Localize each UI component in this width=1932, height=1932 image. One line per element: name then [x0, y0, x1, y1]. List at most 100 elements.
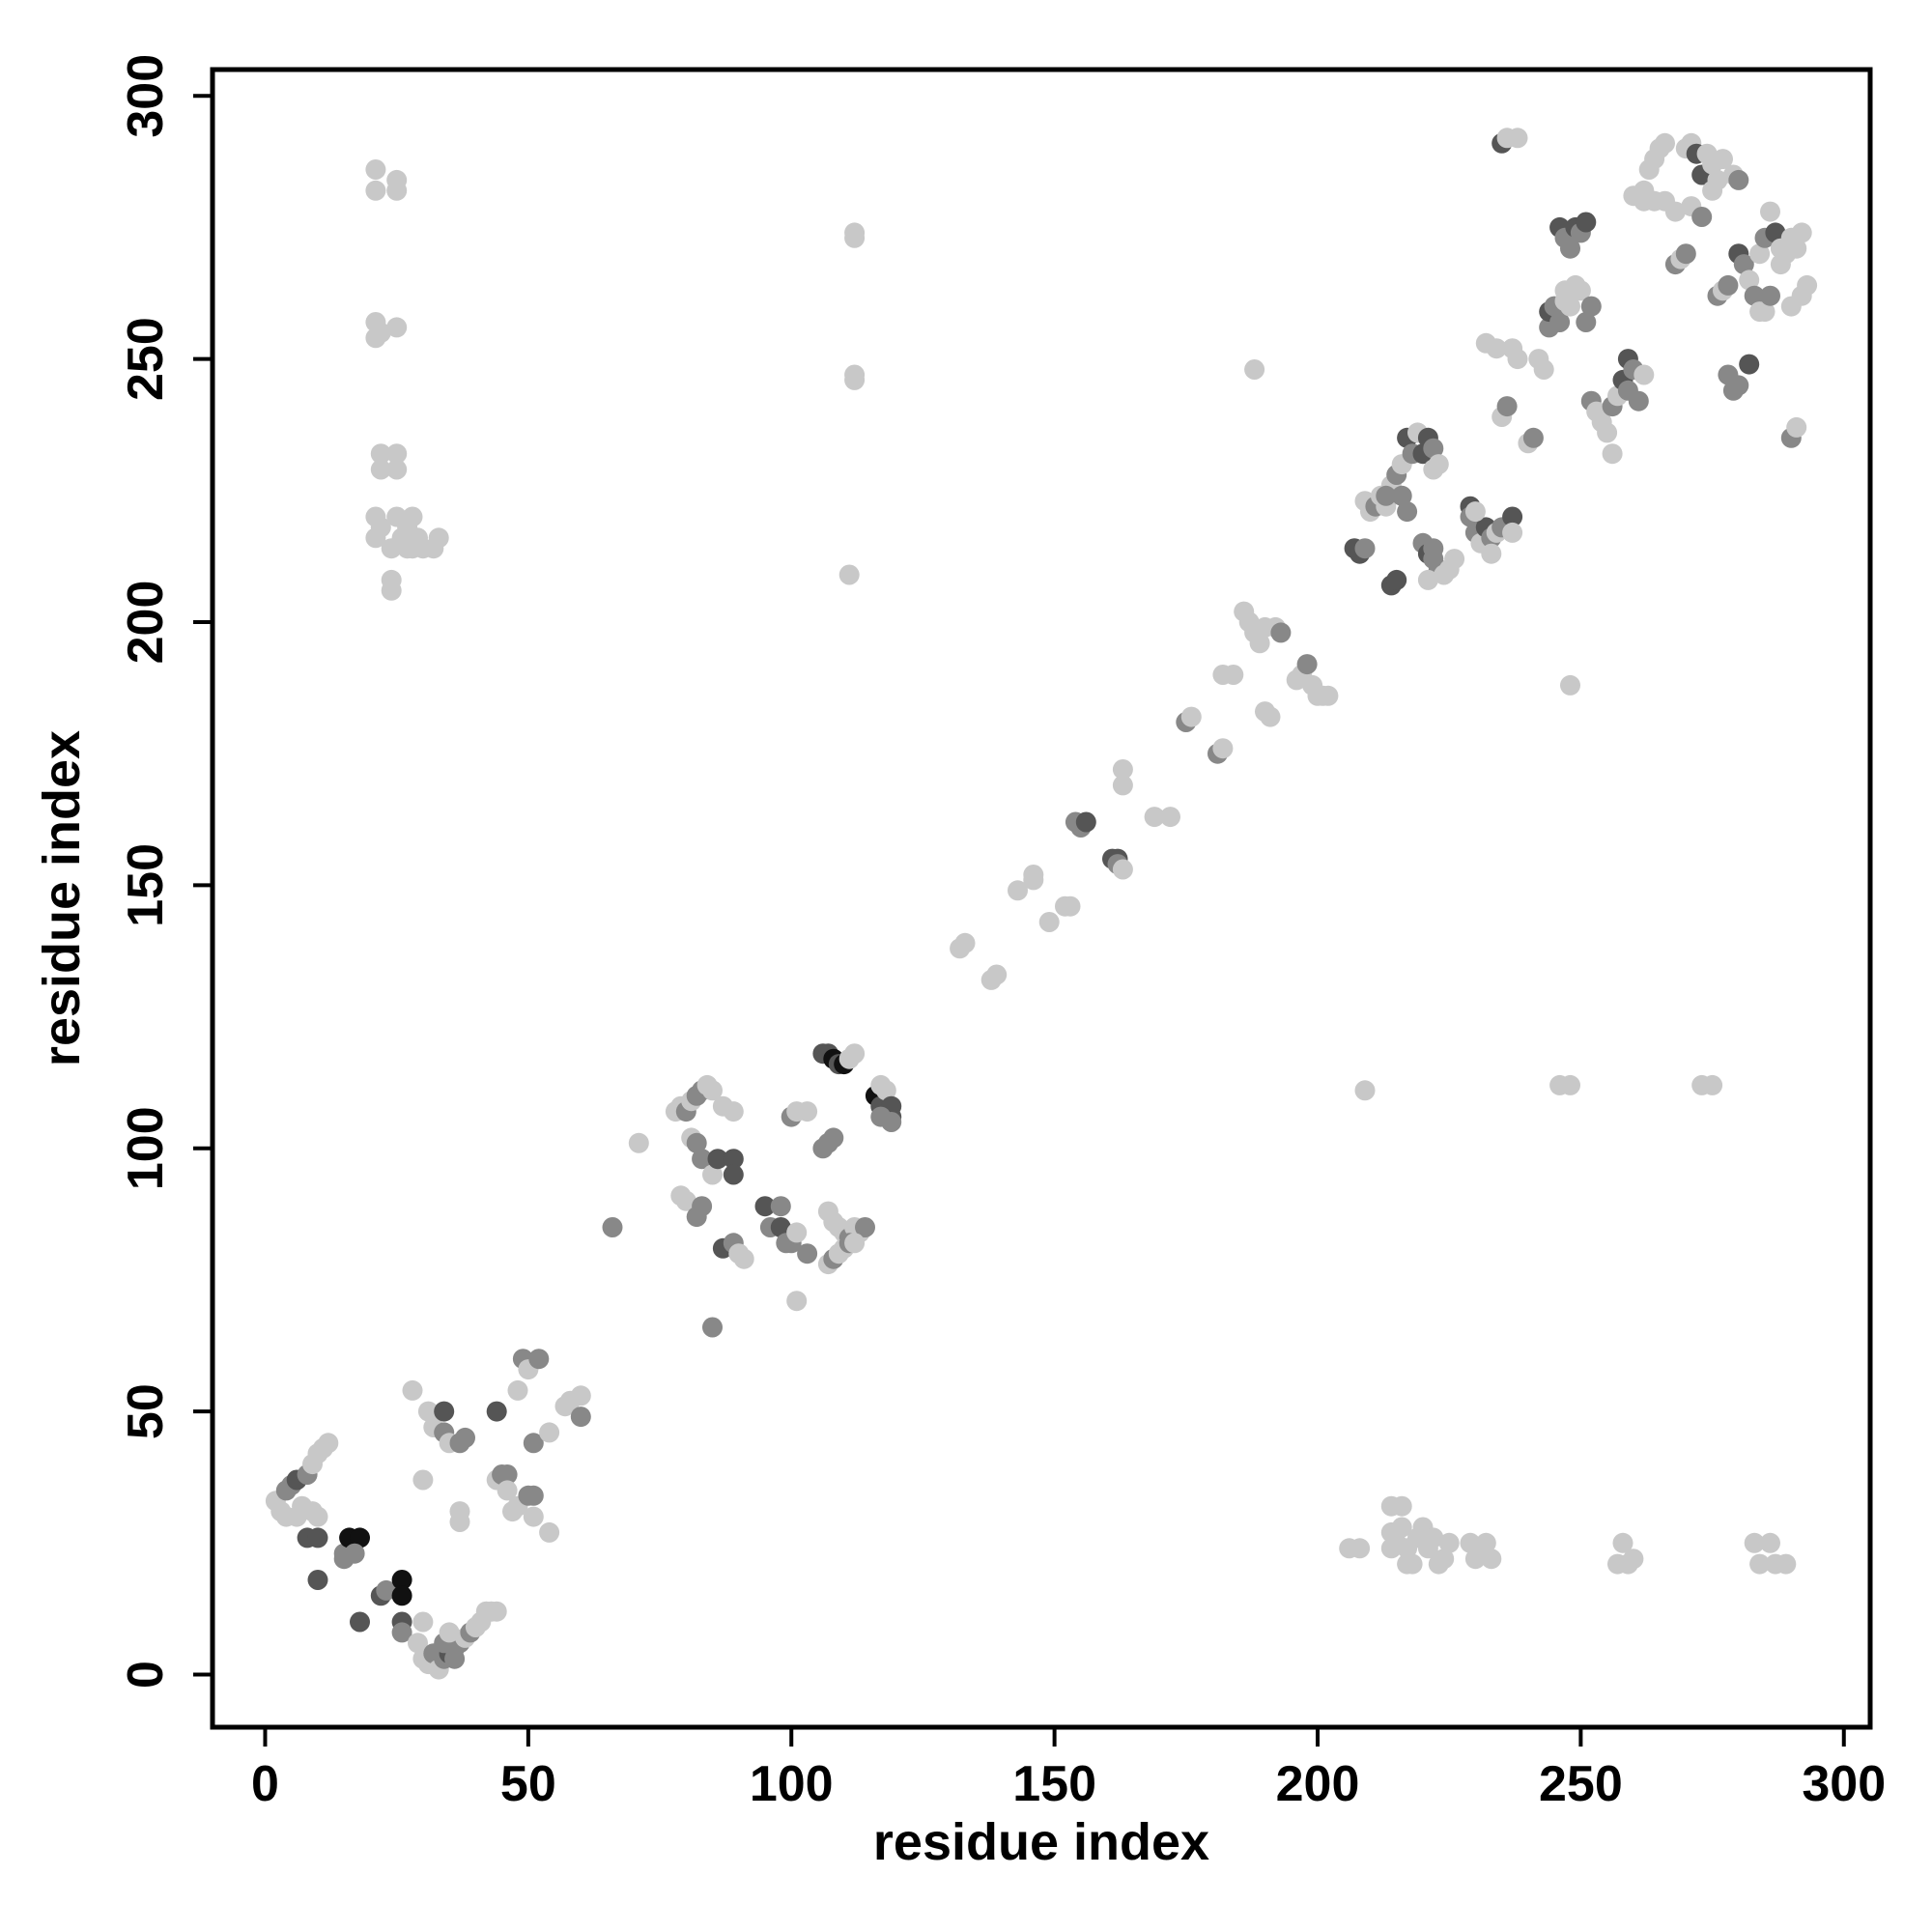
data-point-287 — [1533, 359, 1554, 380]
x-tick-label-5: 250 — [1539, 1756, 1623, 1812]
data-point-218 — [1249, 633, 1270, 654]
y-tick-label-5: 250 — [118, 317, 174, 401]
data-point-396 — [1464, 1548, 1486, 1570]
data-point-350 — [1744, 285, 1765, 306]
data-point-411 — [1776, 1553, 1797, 1575]
data-point-139 — [855, 1217, 875, 1237]
data-point-317 — [1576, 212, 1597, 233]
data-point-392 — [1438, 1532, 1460, 1553]
data-point-404 — [1623, 1548, 1644, 1570]
data-point-112 — [770, 1196, 791, 1217]
data-point-117 — [786, 1291, 808, 1312]
data-point-389 — [1423, 1527, 1444, 1548]
data-point-349 — [1739, 270, 1760, 291]
data-point-402 — [1612, 1532, 1634, 1553]
data-point-116 — [786, 1222, 808, 1243]
data-point-65 — [497, 1480, 518, 1501]
data-point-174 — [370, 517, 391, 538]
y-tick-label-4: 200 — [118, 581, 174, 665]
data-point-354 — [1749, 243, 1771, 265]
data-point-298 — [1580, 296, 1602, 317]
data-point-191 — [986, 964, 1008, 985]
data-point-276 — [1502, 506, 1523, 527]
data-point-48 — [439, 1622, 460, 1643]
data-point-27 — [391, 1585, 412, 1606]
data-point-131 — [823, 1127, 844, 1149]
data-point-246 — [1397, 501, 1418, 523]
data-point-102 — [707, 1149, 728, 1170]
data-point-80 — [570, 1385, 591, 1406]
data-point-206 — [1112, 759, 1133, 780]
data-point-108 — [733, 1248, 754, 1269]
data-point-232 — [1560, 674, 1580, 696]
data-point-12 — [286, 1506, 307, 1527]
data-point-49 — [412, 1611, 434, 1633]
data-point-243 — [1391, 485, 1412, 506]
data-point-400 — [1560, 1074, 1580, 1095]
data-point-291 — [1549, 312, 1571, 332]
y-axis-title: residue index — [33, 730, 91, 1066]
data-point-189 — [954, 932, 976, 953]
data-point-104 — [723, 1149, 744, 1170]
data-point-208 — [1160, 807, 1180, 828]
data-point-398 — [1481, 1548, 1502, 1570]
data-point-51 — [412, 1469, 434, 1491]
data-point-101 — [702, 1164, 723, 1185]
data-point-330 — [1664, 201, 1686, 222]
data-point-394 — [1397, 1553, 1418, 1575]
data-point-163 — [386, 180, 408, 201]
data-point-223 — [1270, 622, 1292, 643]
data-point-221 — [1260, 706, 1281, 727]
y-tick-label-2: 100 — [118, 1106, 174, 1190]
data-point-391 — [1434, 1548, 1455, 1570]
data-point-120 — [797, 1101, 818, 1122]
data-point-303 — [1602, 443, 1623, 465]
data-point-253 — [1428, 454, 1449, 475]
data-point-64 — [497, 1464, 518, 1485]
data-point-393 — [1391, 1495, 1412, 1517]
data-point-91 — [702, 1080, 723, 1101]
data-point-169 — [386, 443, 408, 465]
data-point-159 — [838, 564, 860, 585]
data-point-22 — [344, 1543, 365, 1564]
data-point-121 — [797, 1243, 818, 1264]
data-point-341 — [1713, 149, 1733, 170]
x-tick-label-6: 300 — [1802, 1756, 1886, 1812]
x-tick-label-0: 0 — [251, 1756, 279, 1812]
data-point-383 — [1391, 1517, 1412, 1538]
data-point-77 — [539, 1521, 560, 1543]
data-point-356 — [1760, 201, 1780, 222]
data-point-166 — [386, 317, 408, 338]
data-point-256 — [1376, 485, 1397, 506]
data-point-205 — [1112, 775, 1133, 796]
data-point-310 — [1628, 390, 1649, 412]
data-point-352 — [1754, 301, 1776, 323]
data-point-197 — [1060, 895, 1081, 917]
data-point-110 — [754, 1196, 776, 1217]
data-point-151 — [875, 1080, 896, 1101]
x-tick-label-4: 200 — [1276, 1756, 1360, 1812]
data-point-204 — [1112, 859, 1133, 880]
data-point-23 — [350, 1611, 370, 1633]
data-point-97 — [686, 1132, 707, 1153]
y-tick-label-6: 300 — [118, 54, 174, 138]
data-point-109 — [702, 1317, 723, 1338]
data-point-297 — [1576, 312, 1597, 332]
data-point-93 — [723, 1101, 744, 1122]
x-tick-label-2: 100 — [750, 1756, 834, 1812]
data-point-363 — [1791, 222, 1812, 243]
data-point-105 — [723, 1164, 744, 1185]
data-point-17 — [307, 1570, 328, 1590]
x-axis-title: residue index — [873, 1813, 1209, 1871]
data-point-50 — [402, 1379, 423, 1401]
data-point-82 — [602, 1217, 623, 1237]
data-point-281 — [1496, 396, 1518, 417]
data-point-67 — [507, 1379, 528, 1401]
data-point-70 — [523, 1485, 544, 1506]
data-point-366 — [1780, 296, 1802, 317]
data-point-302 — [1597, 422, 1618, 443]
data-point-230 — [1318, 685, 1339, 706]
data-point-346 — [1728, 169, 1749, 190]
data-point-145 — [844, 1233, 866, 1254]
